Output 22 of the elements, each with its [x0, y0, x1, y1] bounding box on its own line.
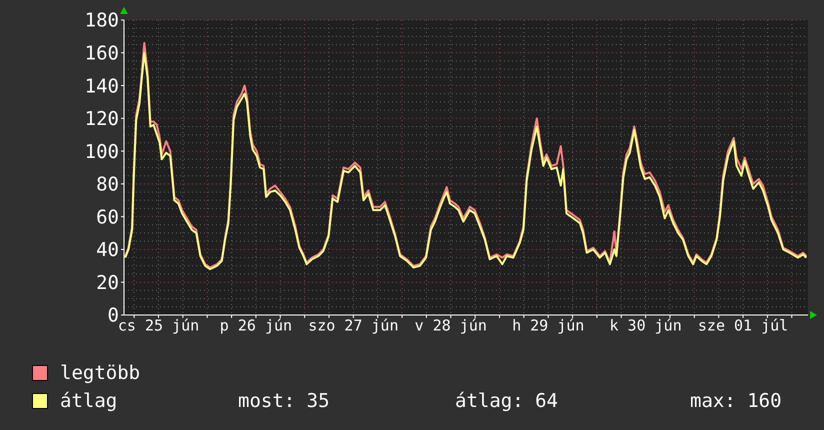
text: max: 160	[690, 390, 782, 412]
y-tick-label: 180	[84, 10, 119, 32]
x-tick-label: k 30 jún	[610, 316, 682, 335]
legend-label: legtöbb	[60, 362, 140, 384]
text: most: 35	[238, 390, 330, 412]
y-tick-label: 60	[96, 206, 119, 228]
x-tick-label: h 29 jún	[512, 316, 584, 335]
y-tick-label: 140	[84, 75, 119, 98]
y-tick-label: 100	[84, 140, 119, 163]
x-tick-label: v 28 jún	[414, 316, 487, 335]
y-tick-label: 160	[84, 42, 119, 65]
y-tick-label: 0	[108, 304, 119, 327]
x-tick-label: sze 01 júl	[698, 316, 788, 335]
legend-label: átlag	[60, 390, 118, 412]
y-tick-label: 80	[96, 174, 119, 196]
y-tick-label: 120	[84, 108, 119, 130]
text: átlag: 64	[455, 390, 558, 412]
y-tick-label: 40	[96, 239, 119, 262]
x-tick-label: p 26 jún	[220, 316, 292, 335]
x-tick-label: cs 25 jún	[118, 316, 200, 335]
x-tick-label: szo 27 jún	[308, 316, 399, 335]
y-tick-label: 20	[96, 272, 119, 294]
